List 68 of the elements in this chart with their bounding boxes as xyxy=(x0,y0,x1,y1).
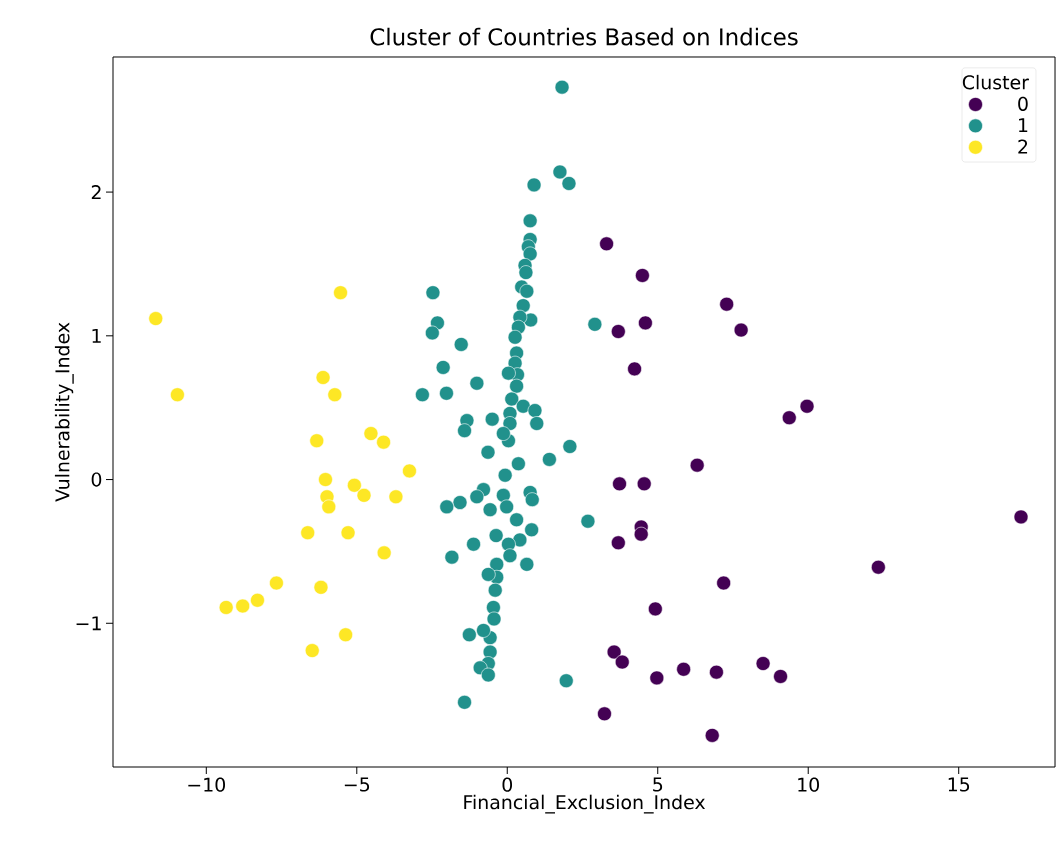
point xyxy=(1013,509,1029,525)
point xyxy=(611,324,626,339)
legend-title: Cluster xyxy=(962,74,1029,90)
point xyxy=(871,559,886,575)
point xyxy=(755,656,771,671)
y-tick-label: −1 xyxy=(76,616,101,631)
point xyxy=(599,236,614,252)
chart-title: Cluster of Countries Based on Indices xyxy=(370,27,798,46)
y-tick-label: 1 xyxy=(92,328,101,343)
y-tick-label: 2 xyxy=(91,185,101,200)
x-tick-label: 10 xyxy=(798,777,819,792)
y-axis-title: Vulnerability_Index xyxy=(54,322,74,502)
point xyxy=(611,535,626,551)
y-tick-label: 0 xyxy=(91,472,102,487)
point xyxy=(773,669,788,684)
point xyxy=(635,268,650,283)
point xyxy=(313,580,329,595)
point xyxy=(689,457,705,473)
point xyxy=(388,489,404,505)
point xyxy=(636,476,652,492)
x-tick-label: 15 xyxy=(948,777,970,792)
point xyxy=(704,728,720,743)
point xyxy=(363,426,379,441)
point xyxy=(235,598,251,614)
point xyxy=(321,499,337,515)
point xyxy=(612,476,627,492)
point xyxy=(719,296,734,312)
legend-label: 1 xyxy=(1019,118,1028,133)
x-tick-label: −5 xyxy=(344,777,370,792)
point xyxy=(356,488,372,503)
point xyxy=(170,387,185,403)
point xyxy=(300,525,316,541)
point xyxy=(340,525,356,541)
point xyxy=(318,472,333,487)
x-tick-label: 5 xyxy=(653,777,663,792)
point xyxy=(376,545,392,561)
point xyxy=(676,661,691,677)
point xyxy=(402,463,417,479)
point xyxy=(269,575,284,591)
x-axis-title: Financial_Exclusion_Index xyxy=(464,794,706,814)
point xyxy=(614,654,630,670)
point xyxy=(304,643,320,658)
point xyxy=(709,664,724,680)
point xyxy=(333,285,348,300)
point xyxy=(716,575,731,591)
x-tick-label: −10 xyxy=(188,777,226,792)
point xyxy=(347,477,362,493)
point xyxy=(327,387,343,403)
point xyxy=(606,644,622,660)
point xyxy=(648,601,663,617)
x-tick-label: 0 xyxy=(502,777,513,792)
legend-label: 2 xyxy=(1018,139,1028,154)
point xyxy=(218,600,234,615)
point xyxy=(597,706,612,722)
point xyxy=(338,627,353,643)
point xyxy=(148,311,164,326)
point xyxy=(376,434,391,450)
legend-label: 0 xyxy=(1018,96,1028,112)
point xyxy=(315,370,331,385)
point xyxy=(649,670,665,686)
point xyxy=(633,526,649,542)
point xyxy=(638,315,653,331)
point xyxy=(627,361,642,377)
point xyxy=(799,398,815,414)
point xyxy=(250,592,265,608)
point xyxy=(781,410,797,426)
point xyxy=(733,322,749,338)
point xyxy=(309,433,325,449)
